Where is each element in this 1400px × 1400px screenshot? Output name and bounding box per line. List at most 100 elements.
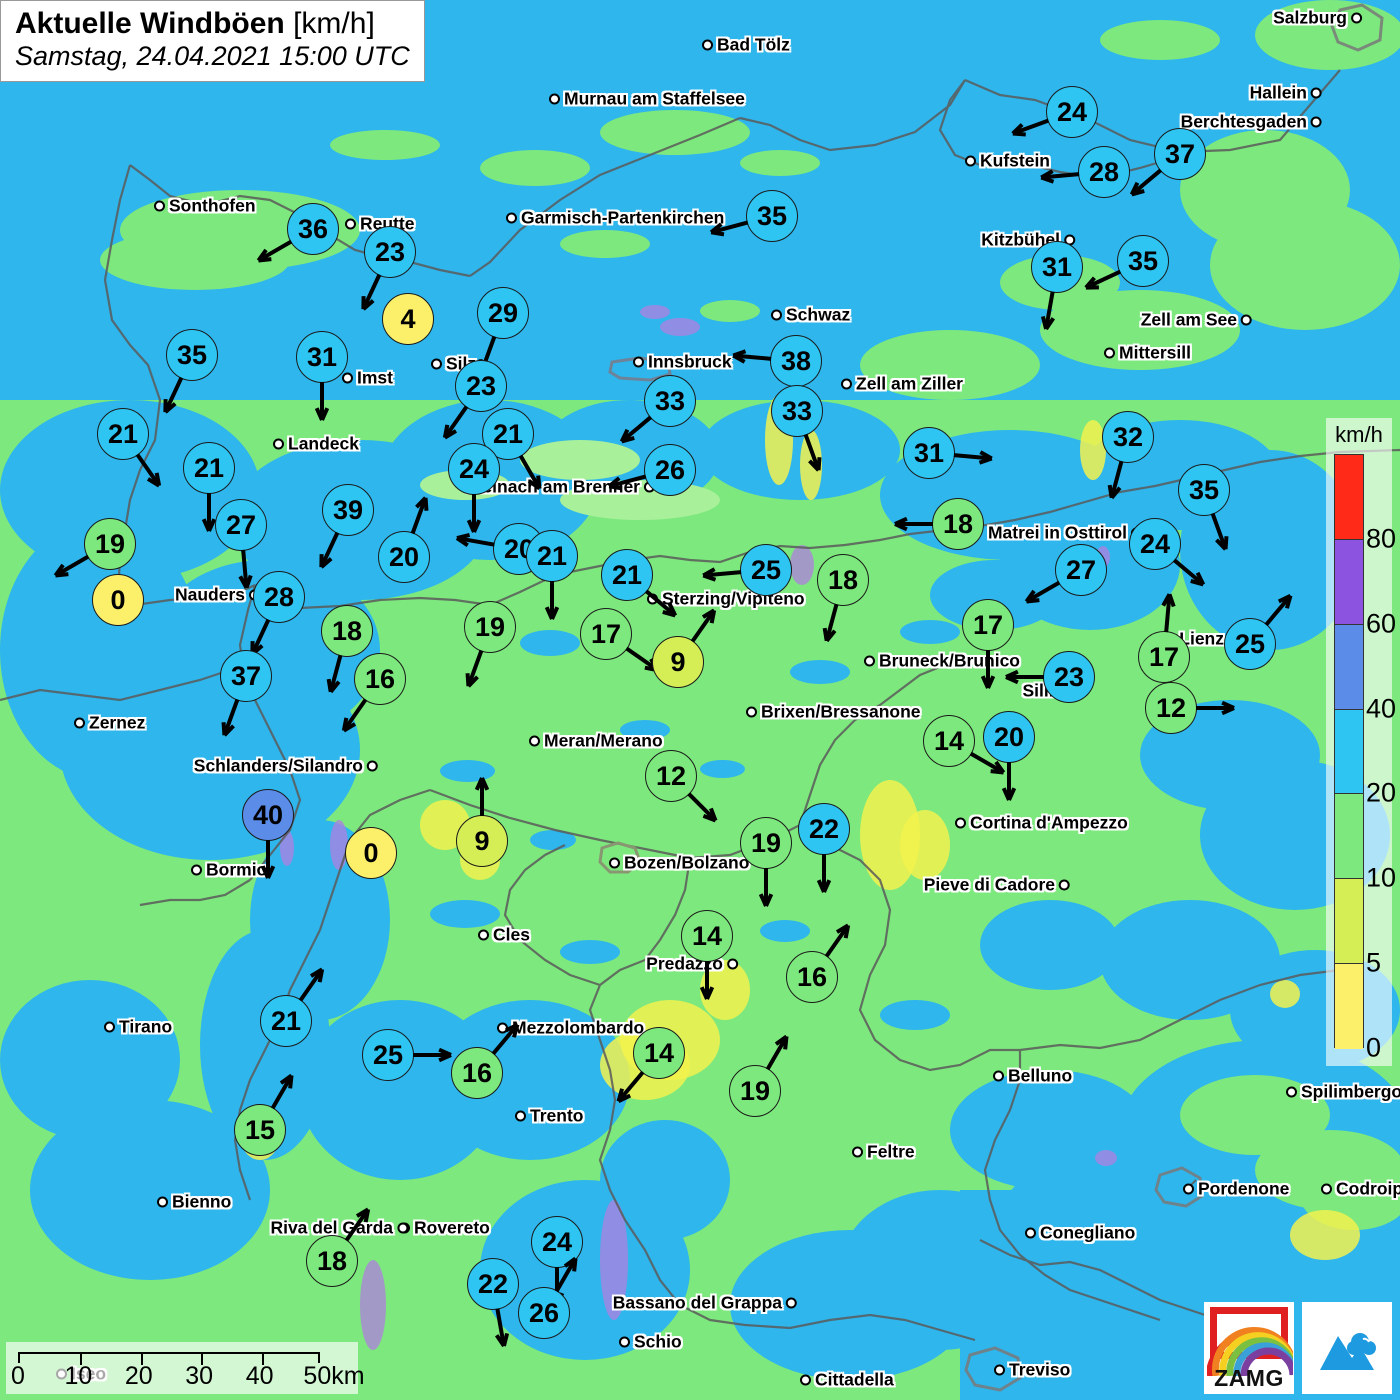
title-main-text: Aktuelle Windböen	[15, 7, 285, 40]
title-subtitle: Samstag, 24.04.2021 15:00 UTC	[15, 40, 410, 71]
city-marker: Garmisch-Partenkirchen	[506, 208, 724, 229]
station-value: 19	[740, 817, 792, 869]
city-dot-icon	[619, 1336, 630, 1348]
city-marker: Kitzbühel	[981, 230, 1075, 251]
station-value: 25	[740, 544, 792, 596]
city-label: Sterzing/Vipiteno	[662, 588, 805, 609]
city-label: Schwaz	[786, 304, 851, 325]
station-value: 25	[1224, 618, 1276, 670]
city-label: Trento	[530, 1105, 584, 1126]
city-dot-icon	[345, 218, 356, 230]
city-dot-icon	[633, 356, 644, 368]
legend-unit-label: km/h	[1335, 422, 1383, 447]
city-dot-icon	[965, 155, 976, 167]
city-marker: Riva del Garda	[270, 1218, 408, 1239]
city-marker: Trento	[515, 1106, 583, 1127]
legend-segment	[1335, 964, 1363, 1049]
station-value: 32	[1102, 411, 1154, 463]
city-marker: Murnau am Staffelsee	[549, 89, 745, 110]
city-marker: Matrei in Osttirol	[988, 523, 1142, 544]
city-label: Bienno	[172, 1191, 232, 1212]
city-marker: Tirano	[104, 1017, 172, 1038]
legend-tick-label: 10	[1366, 862, 1397, 893]
city-marker: Schwaz	[771, 305, 850, 326]
scale-label: 40	[245, 1362, 274, 1390]
city-dot-icon	[342, 372, 353, 384]
city-label: Zernez	[89, 712, 146, 733]
city-label: Riva del Garda	[270, 1217, 393, 1238]
station-value: 21	[183, 442, 235, 494]
city-label: Hallein	[1249, 82, 1307, 103]
station-value: 28	[1078, 146, 1130, 198]
city-dot-icon	[529, 735, 540, 747]
logo-group: ZAMG	[1204, 1302, 1392, 1394]
station-value: 0	[345, 827, 397, 879]
city-dot-icon	[702, 39, 713, 51]
city-dot-icon	[993, 1070, 1004, 1082]
station-value: 21	[260, 995, 312, 1047]
legend-segment	[1335, 709, 1363, 795]
city-label: Cles	[493, 924, 530, 945]
station-value: 12	[645, 750, 697, 802]
city-label: Murnau am Staffelsee	[564, 88, 745, 109]
city-label: Salzburg	[1273, 7, 1347, 28]
city-dot-icon	[800, 1374, 811, 1386]
station-value: 28	[253, 571, 305, 623]
station-value: 38	[770, 335, 822, 387]
title-box: Aktuelle Windböen [km/h] Samstag, 24.04.…	[0, 0, 425, 82]
page-title: Aktuelle Windböen [km/h]	[15, 7, 410, 41]
station-value: 36	[287, 203, 339, 255]
scale-label: 30	[185, 1362, 214, 1390]
station-value: 35	[1178, 464, 1230, 516]
city-marker: Imst	[342, 368, 393, 389]
city-label: Matrei in Osttirol	[987, 522, 1127, 543]
scale-tick	[201, 1354, 204, 1365]
legend-segment	[1335, 879, 1363, 965]
city-marker: Pordenone	[1183, 1179, 1289, 1200]
city-dot-icon	[746, 706, 757, 718]
legend-segment	[1335, 794, 1363, 880]
station-value: 37	[220, 650, 272, 702]
city-label: Landeck	[288, 433, 359, 454]
station-value: 18	[817, 554, 869, 606]
zamg-logo[interactable]: ZAMG	[1204, 1302, 1294, 1394]
city-label: Bad Tölz	[717, 34, 790, 55]
city-dot-icon	[1241, 314, 1252, 326]
city-marker: Zell am See	[1141, 310, 1252, 331]
scale-tick	[140, 1354, 143, 1365]
city-marker: Cortina d'Ampezzo	[955, 813, 1128, 834]
station-value: 29	[477, 287, 529, 339]
city-marker: Bad Tölz	[702, 35, 790, 56]
city-dot-icon	[852, 1146, 863, 1158]
city-marker: Zernez	[74, 713, 145, 734]
city-dot-icon	[864, 655, 875, 667]
city-label: Innsbruck	[648, 351, 732, 372]
city-marker: Belluno	[993, 1066, 1072, 1087]
station-value: 35	[1117, 235, 1169, 287]
city-dot-icon	[1059, 879, 1070, 891]
city-marker: Hallein	[1250, 83, 1322, 104]
station-value: 24	[448, 443, 500, 495]
legend-tick-label: 20	[1366, 777, 1397, 808]
station-value: 27	[1055, 544, 1107, 596]
city-dot-icon	[841, 378, 852, 390]
station-value: 20	[378, 531, 430, 583]
station-value: 33	[771, 385, 823, 437]
mountain-cloud-logo[interactable]	[1302, 1302, 1392, 1394]
station-value: 14	[633, 1027, 685, 1079]
scale-label: 0	[11, 1362, 25, 1390]
city-label: Garmisch-Partenkirchen	[521, 207, 725, 228]
station-value: 14	[681, 910, 733, 962]
station-value: 15	[234, 1104, 286, 1156]
scale-label: 50km	[303, 1362, 365, 1390]
city-dot-icon	[1104, 347, 1115, 359]
scale-tick	[80, 1354, 83, 1365]
station-value: 20	[983, 711, 1035, 763]
legend-segment	[1335, 624, 1363, 710]
city-label: Mittersill	[1119, 342, 1191, 363]
city-marker: Kufstein	[965, 151, 1050, 172]
city-marker: Sonthofen	[154, 196, 256, 217]
city-marker: Rovereto	[399, 1218, 490, 1239]
city-label: Steinach am Brenner	[464, 476, 640, 497]
city-dot-icon	[367, 760, 378, 772]
